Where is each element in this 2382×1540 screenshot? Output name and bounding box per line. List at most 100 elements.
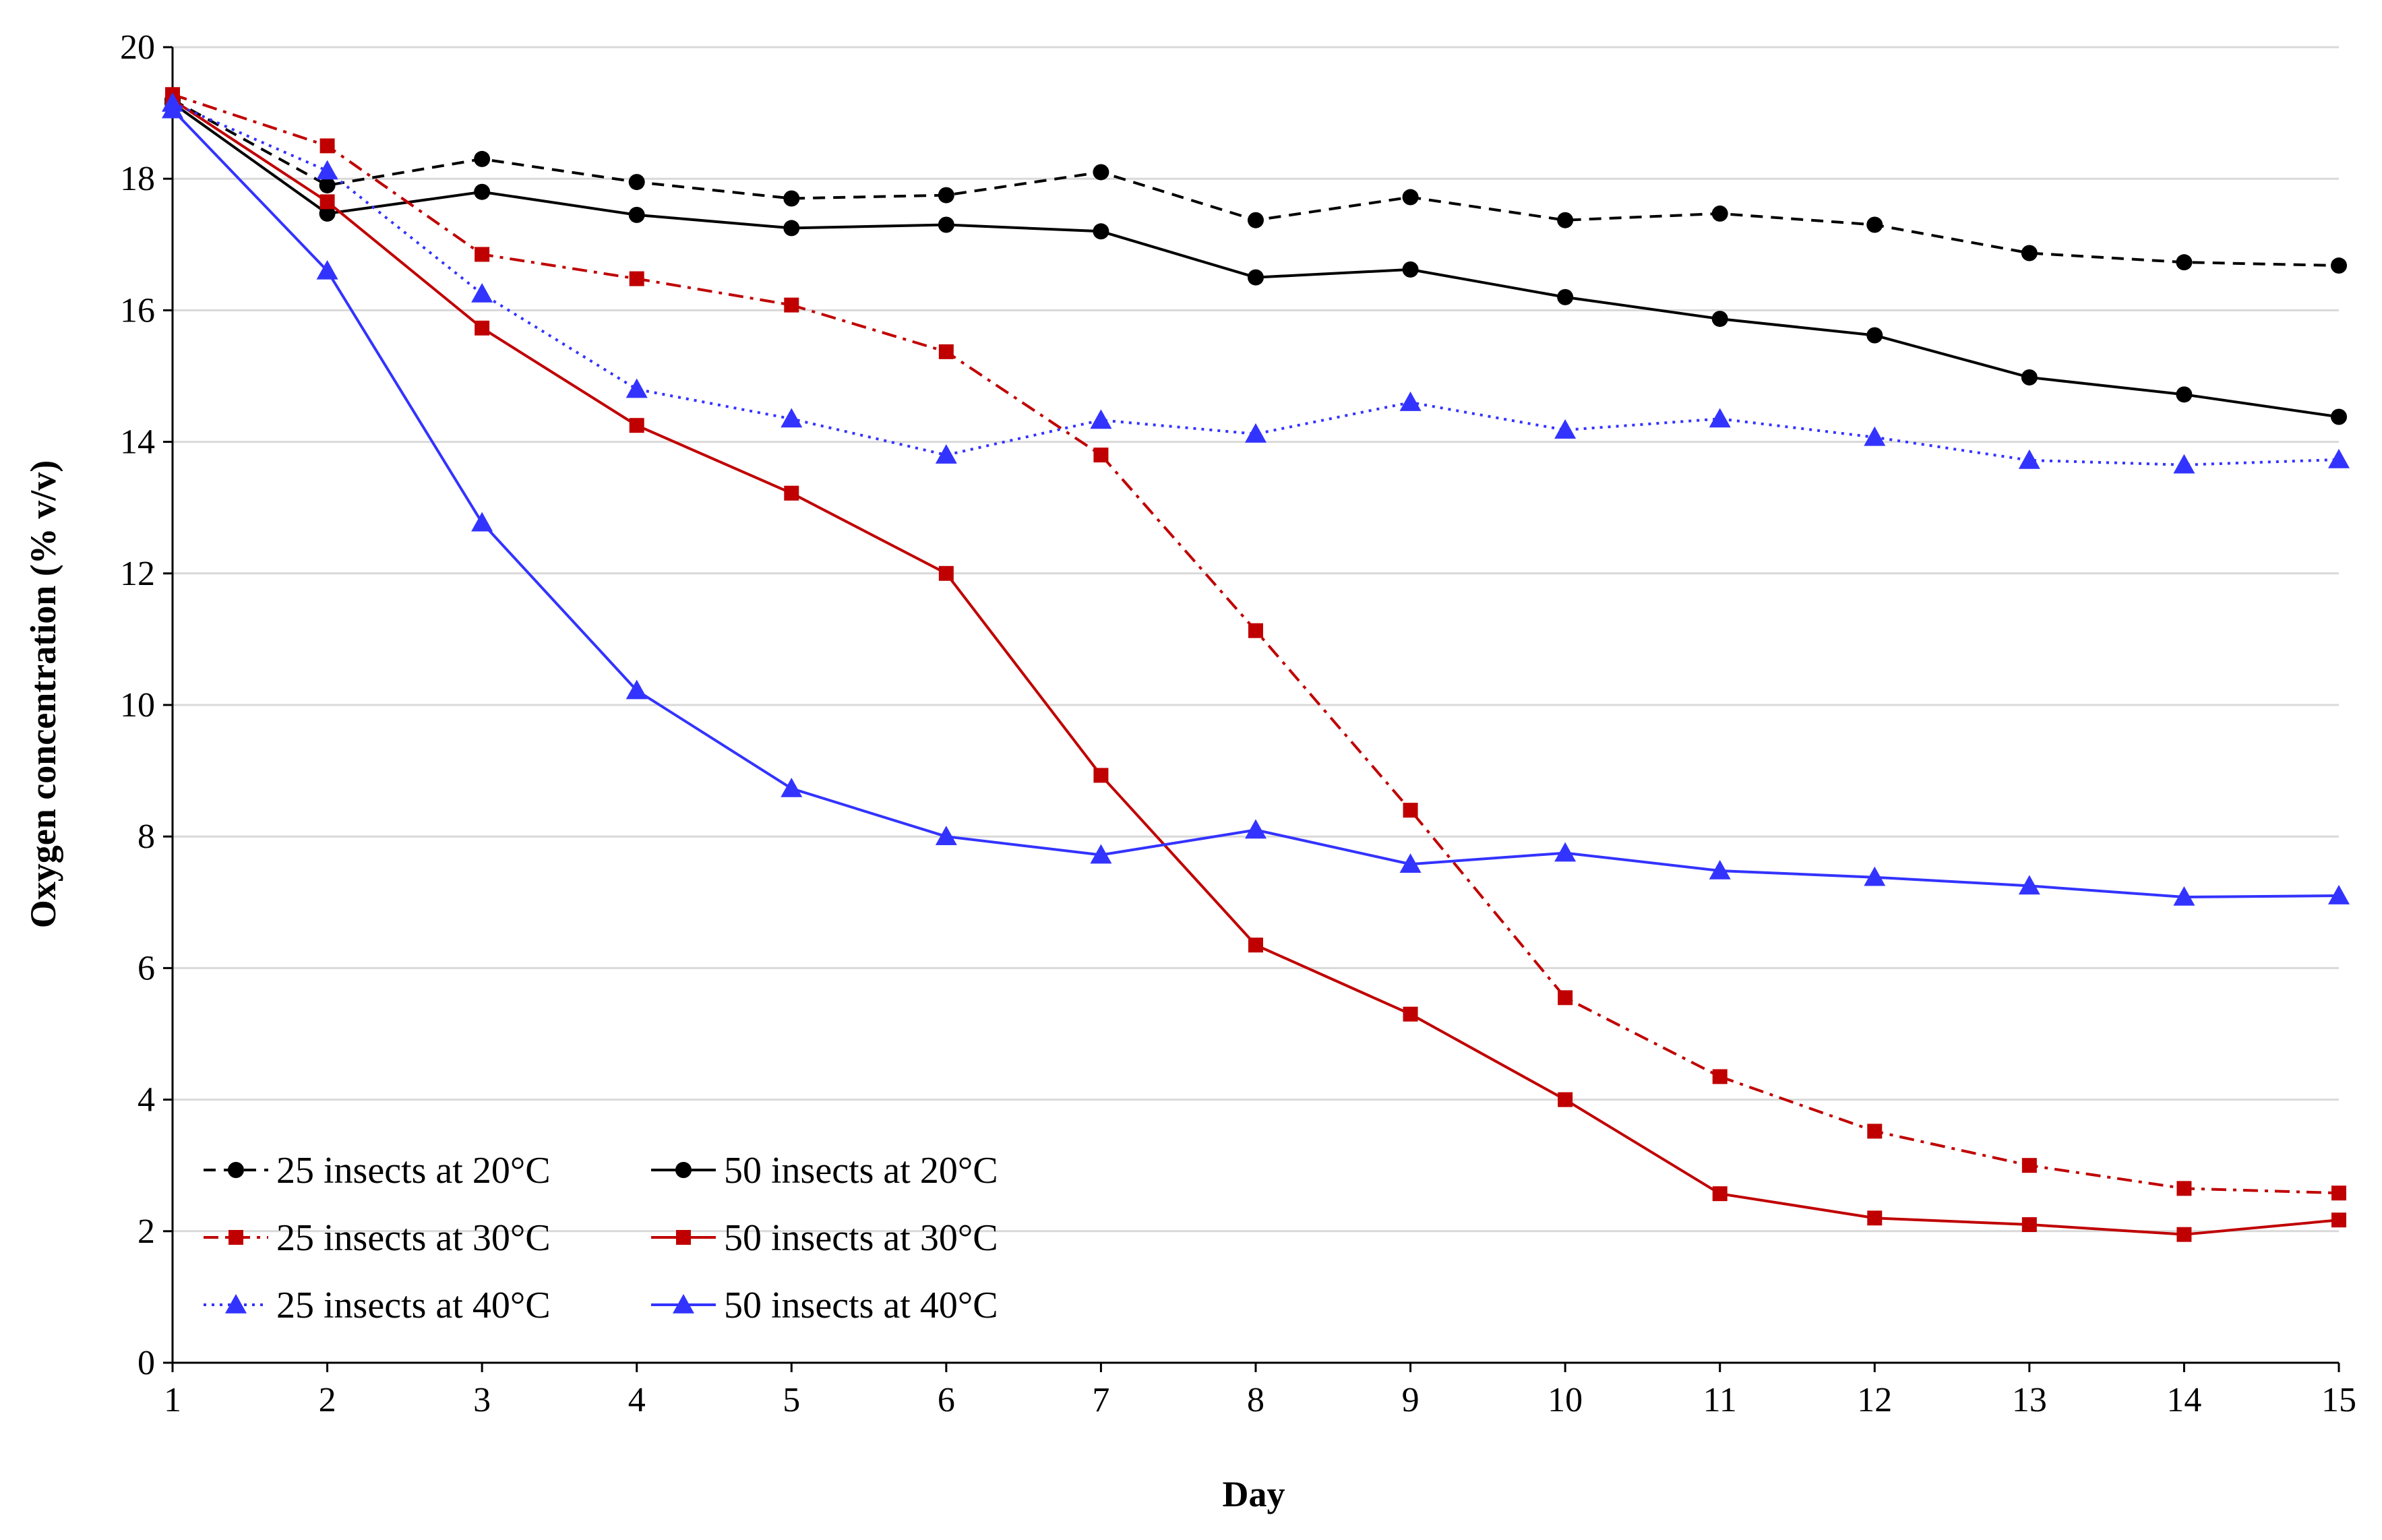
point-25-insects-at-40-c-day-7	[1090, 409, 1112, 429]
legend-marker-25-insects-at-20-c	[228, 1162, 244, 1178]
point-50-insects-at-20-c-day-14	[2176, 386, 2193, 403]
y-tick-label-20: 20	[120, 28, 155, 67]
point-25-insects-at-20-c-day-4	[628, 174, 645, 191]
point-25-insects-at-30-c-day-6	[938, 344, 954, 359]
legend-marker-50-insects-at-20-c	[675, 1162, 692, 1178]
point-25-insects-at-30-c-day-2	[319, 138, 335, 154]
point-25-insects-at-30-c-day-11	[1712, 1069, 1728, 1084]
series-line-50-insects-at-20-c	[171, 102, 2340, 419]
legend-marker-50-insects-at-30-c	[676, 1230, 691, 1245]
point-50-insects-at-40-c-day-10	[1554, 842, 1577, 862]
x-tick-label-4: 4	[628, 1381, 646, 1419]
legend-item-25-insects-at-30-c: 25 insects at 30°C	[204, 1217, 551, 1259]
point-50-insects-at-30-c-day-8	[1248, 937, 1263, 953]
x-axis-title: Day	[1223, 1474, 1285, 1514]
legend-item-25-insects-at-20-c: 25 insects at 20°C	[204, 1150, 551, 1192]
point-50-insects-at-30-c-day-12	[1867, 1210, 1883, 1226]
y-tick-label-4: 4	[138, 1081, 155, 1119]
y-tick-label-12: 12	[120, 555, 155, 593]
point-50-insects-at-30-c-day-9	[1403, 1006, 1418, 1022]
y-tick-label-8: 8	[138, 818, 155, 856]
point-25-insects-at-20-c-day-6	[938, 187, 954, 204]
point-50-insects-at-40-c-day-8	[1245, 819, 1266, 839]
point-50-insects-at-30-c-day-4	[629, 418, 644, 433]
point-25-insects-at-30-c-day-14	[2176, 1181, 2192, 1196]
legend-label-50-insects-at-20-c: 50 insects at 20°C	[724, 1150, 998, 1192]
x-tick-label-10: 10	[1548, 1381, 1583, 1419]
point-50-insects-at-40-c-day-15	[2328, 885, 2350, 904]
series-line-25-insects-at-20-c	[172, 98, 2340, 268]
series-line-25-insects-at-40-c	[172, 102, 2340, 466]
y-tick-label-2: 2	[138, 1212, 155, 1251]
point-25-insects-at-30-c-day-15	[2331, 1185, 2346, 1201]
point-25-insects-at-30-c-day-7	[1093, 448, 1109, 463]
point-50-insects-at-30-c-day-5	[784, 485, 799, 501]
point-50-insects-at-30-c-day-14	[2176, 1227, 2192, 1242]
point-25-insects-at-30-c-day-3	[475, 247, 490, 262]
point-50-insects-at-40-c-day-4	[625, 679, 648, 700]
x-tick-label-7: 7	[1092, 1381, 1109, 1419]
legend-label-50-insects-at-40-c: 50 insects at 40°C	[724, 1285, 998, 1326]
legend: 25 insects at 20°C 50 insects at 20°C 25 i…	[204, 1150, 998, 1326]
series-25-insects-at-20-c	[164, 92, 2347, 274]
gridlines	[173, 46, 2339, 1233]
y-axis-title: Oxygen concentration (% v/v)	[23, 460, 63, 928]
point-50-insects-at-20-c-day-11	[1711, 311, 1728, 328]
point-50-insects-at-30-c-day-3	[475, 320, 490, 336]
point-25-insects-at-20-c-day-3	[474, 150, 491, 167]
point-50-insects-at-40-c-day-13	[2018, 875, 2040, 895]
point-25-insects-at-40-c-day-4	[625, 378, 648, 398]
x-tick-label-5: 5	[783, 1381, 800, 1419]
x-tick-label-8: 8	[1247, 1381, 1264, 1419]
point-50-insects-at-30-c-day-13	[2021, 1217, 2037, 1233]
axes	[163, 46, 2340, 1372]
point-25-insects-at-40-c-day-15	[2328, 448, 2350, 468]
y-tick-label-14: 14	[120, 423, 155, 462]
point-25-insects-at-40-c-day-9	[1399, 392, 1422, 411]
legend-marker-25-insects-at-40-c	[225, 1294, 247, 1314]
point-25-insects-at-40-c-day-11	[1709, 408, 1731, 428]
point-25-insects-at-30-c-day-5	[784, 297, 799, 313]
point-25-insects-at-20-c-day-15	[2331, 257, 2347, 274]
point-25-insects-at-30-c-day-4	[629, 271, 644, 286]
point-50-insects-at-20-c-day-5	[783, 220, 800, 237]
point-50-insects-at-40-c-day-1	[162, 98, 183, 119]
point-25-insects-at-30-c-day-10	[1558, 990, 1573, 1006]
x-tick-label-9: 9	[1402, 1381, 1419, 1419]
point-25-insects-at-20-c-day-5	[783, 190, 800, 207]
point-50-insects-at-20-c-day-10	[1557, 288, 1574, 305]
point-25-insects-at-20-c-day-11	[1711, 205, 1728, 222]
point-50-insects-at-40-c-day-7	[1090, 844, 1112, 864]
point-25-insects-at-30-c-day-8	[1248, 623, 1263, 638]
series-line-25-insects-at-30-c	[172, 93, 2340, 1195]
x-tick-label-1: 1	[164, 1381, 181, 1419]
point-25-insects-at-20-c-day-2	[319, 177, 336, 193]
point-25-insects-at-40-c-day-12	[1864, 426, 1886, 446]
series-50-insects-at-30-c	[165, 92, 2346, 1242]
point-25-insects-at-20-c-day-12	[1866, 216, 1883, 233]
legend-label-50-insects-at-30-c: 50 insects at 30°C	[724, 1217, 998, 1259]
point-25-insects-at-30-c-day-13	[2021, 1158, 2037, 1173]
point-50-insects-at-40-c-day-11	[1709, 859, 1731, 880]
point-50-insects-at-40-c-day-5	[781, 777, 803, 797]
series-layer	[162, 87, 2350, 1242]
point-50-insects-at-30-c-day-15	[2331, 1212, 2346, 1228]
point-25-insects-at-20-c-day-9	[1402, 189, 1419, 206]
point-50-insects-at-20-c-day-6	[938, 216, 954, 233]
point-50-insects-at-40-c-day-3	[471, 512, 493, 532]
point-50-insects-at-20-c-day-12	[1866, 327, 1883, 344]
y-tick-label-18: 18	[120, 160, 155, 198]
point-50-insects-at-20-c-day-3	[474, 183, 491, 200]
point-50-insects-at-30-c-day-6	[938, 565, 954, 581]
point-25-insects-at-40-c-day-5	[781, 408, 803, 428]
x-tick-label-14: 14	[2166, 1381, 2201, 1419]
point-50-insects-at-40-c-day-12	[1864, 866, 1886, 886]
legend-item-50-insects-at-30-c: 50 insects at 30°C	[651, 1217, 998, 1259]
legend-marker-25-insects-at-30-c	[228, 1230, 243, 1245]
x-tick-label-13: 13	[2012, 1381, 2047, 1419]
point-25-insects-at-20-c-day-8	[1248, 212, 1264, 228]
legend-item-50-insects-at-20-c: 50 insects at 20°C	[651, 1150, 998, 1192]
series-25-insects-at-30-c	[165, 87, 2346, 1201]
